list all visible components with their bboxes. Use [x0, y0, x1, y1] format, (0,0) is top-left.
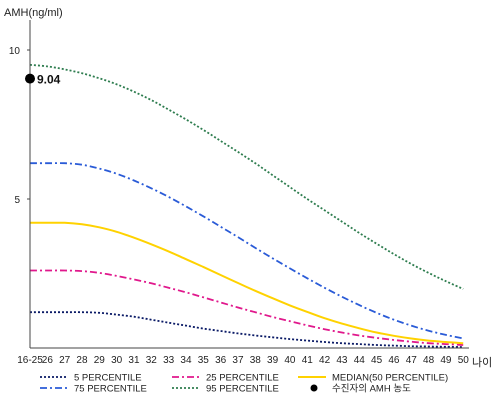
- x-tick-label: 35: [198, 355, 210, 366]
- series-line-p95: [29, 64, 464, 290]
- x-tick-label: 50: [458, 355, 470, 366]
- x-tick-label: 30: [111, 355, 123, 366]
- x-tick-label: 41: [302, 355, 314, 366]
- patient-amh-value-label: 9.04: [37, 73, 61, 87]
- x-tick-label: 37: [232, 355, 244, 366]
- x-tick-label: 32: [146, 355, 158, 366]
- x-tick-label: 46: [388, 355, 400, 366]
- x-tick-label: 42: [319, 355, 331, 366]
- x-tick-label: 31: [128, 355, 140, 366]
- legend: 5 PERCENTILE 25 PERCENTILE MEDIAN(50 PERCE…: [40, 373, 448, 395]
- legend-label-p75: 75 PERCENTILE: [74, 384, 147, 395]
- x-tick-label: 45: [371, 355, 383, 366]
- y-ticks: 5 10: [9, 46, 30, 206]
- x-tick-label: 34: [180, 355, 192, 366]
- legend-label-p5: 5 PERCENTILE: [74, 373, 142, 384]
- x-tick-label: 29: [94, 355, 106, 366]
- x-tick-label: 49: [440, 355, 452, 366]
- x-tick-label: 48: [423, 355, 435, 366]
- series-line-p75: [30, 162, 464, 340]
- series-line-p50: [30, 221, 464, 345]
- series-line-p5: [30, 311, 464, 348]
- legend-label-p50: MEDIAN(50 PERCENTILE): [332, 373, 448, 384]
- x-tick-label: 33: [163, 355, 175, 366]
- legend-label-patient: 수진자의 AMH 농도: [332, 384, 411, 395]
- x-tick-label: 36: [215, 355, 227, 366]
- x-tick-label: 43: [336, 355, 348, 366]
- y-tick-label: 5: [14, 195, 20, 206]
- legend-swatch-patient: [310, 384, 318, 392]
- y-tick-label: 10: [9, 46, 21, 57]
- x-tick-label: 16-25: [17, 355, 43, 366]
- x-tick-label: 28: [76, 355, 88, 366]
- legend-label-p95: 95 PERCENTILE: [206, 384, 279, 395]
- x-axis-title: 나이: [472, 356, 492, 369]
- x-tick-label: 38: [250, 355, 262, 366]
- x-tick-label: 47: [406, 355, 418, 366]
- x-tick-label: 40: [284, 355, 296, 366]
- patient-amh-point: [25, 73, 35, 84]
- x-tick-label: 26: [42, 355, 54, 366]
- series-lines: [29, 64, 464, 348]
- x-tick-label: 27: [59, 355, 71, 366]
- patient-marker: 9.04: [25, 73, 61, 87]
- x-tick-label: 44: [354, 355, 366, 366]
- legend-label-p25: 25 PERCENTILE: [206, 373, 279, 384]
- series-line-p25: [29, 269, 464, 346]
- x-tick-label: 39: [267, 355, 279, 366]
- y-axis-title: AMH(ng/ml): [4, 7, 63, 19]
